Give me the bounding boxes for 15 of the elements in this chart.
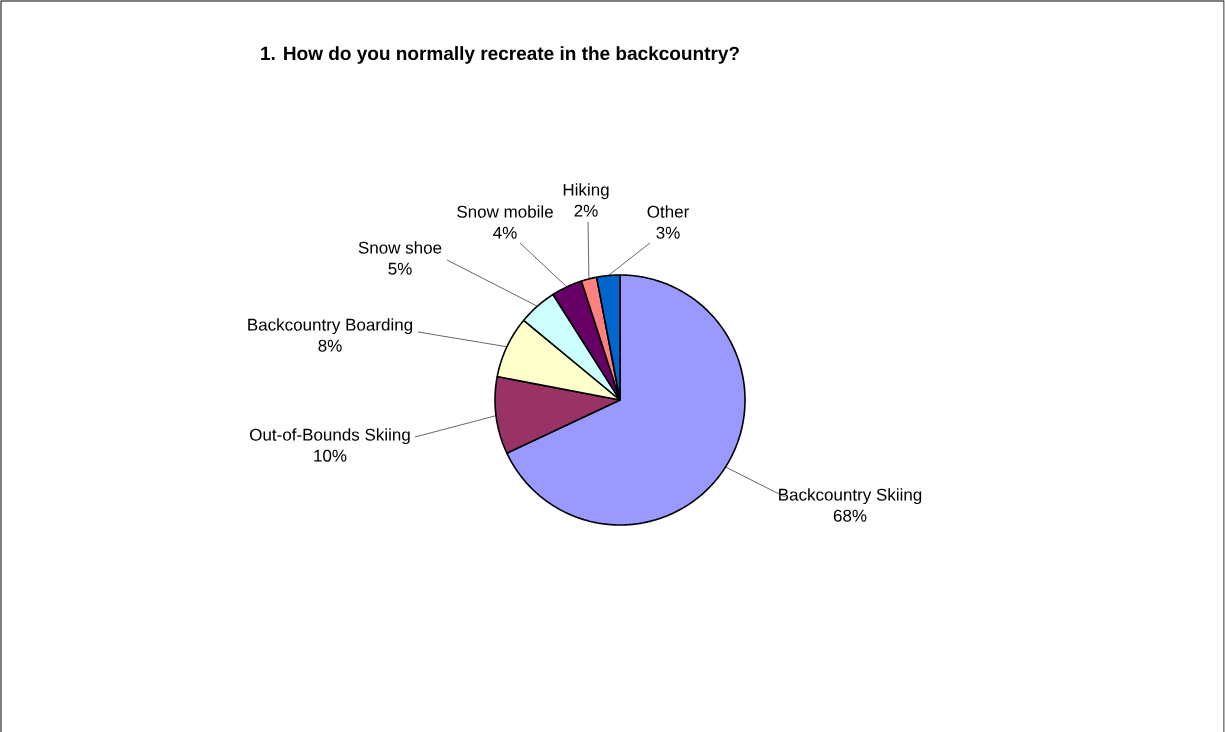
slice-label: Snow mobile [457,205,553,218]
slice-label: Other [647,205,689,218]
slice-label: Backcountry Skiing [779,488,922,505]
data-label: 8% [318,339,342,352]
chart-title: 1. How do you normally recreate in the backcountry? [261,46,739,64]
data-label: 2% [574,204,598,217]
slice-label: Out-of-Bounds Skiing [250,428,410,445]
data-label: 4% [493,226,517,239]
slice-label: Backcountry Boarding [248,318,413,335]
data-label: 3% [656,226,680,239]
slice-label: Snow shoe [358,241,442,254]
slice-label: Hiking [563,183,609,200]
data-label: 5% [388,262,412,275]
data-label: 10% [314,449,347,462]
data-label: 68% [833,509,867,522]
